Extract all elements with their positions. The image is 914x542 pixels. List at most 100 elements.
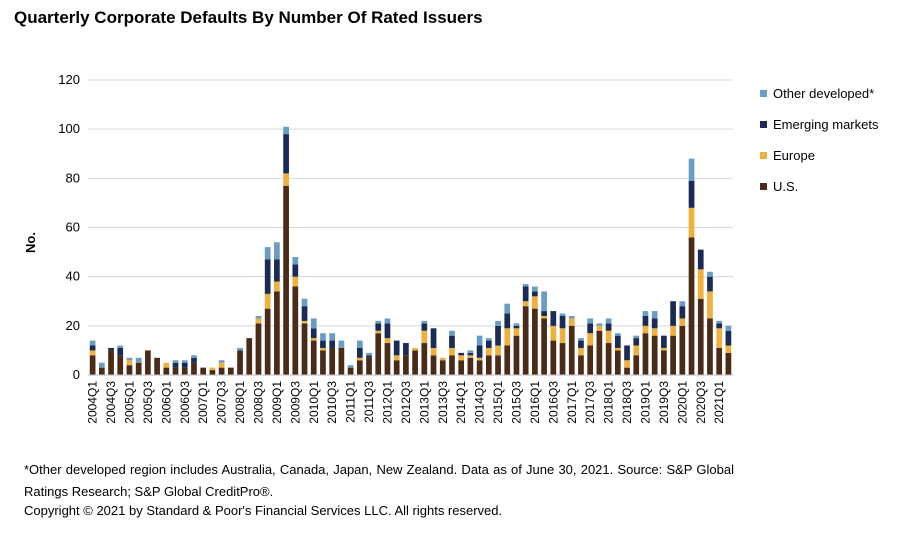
bar-segment-u-s [172, 367, 179, 375]
bar-segment-u-s [449, 355, 455, 375]
bar-segment-u-s [320, 350, 326, 375]
bar-segment-u-s [366, 357, 372, 375]
bar-segment-other-developed [126, 357, 133, 361]
x-tick-label: 2010Q1 [307, 381, 321, 424]
bar-segment-europe [163, 362, 170, 368]
bar-segment-europe [356, 357, 363, 361]
bar-segment-europe [274, 281, 280, 292]
x-tick-label: 2016Q3 [546, 381, 560, 424]
bar-segment-other-developed [89, 340, 96, 346]
bar-segment-other-developed [467, 350, 474, 353]
x-tick-label: 2009Q3 [288, 381, 302, 424]
bar-segment-u-s [624, 367, 630, 375]
bar-segment-europe [550, 325, 557, 341]
bar-segment-u-s [661, 350, 667, 375]
bar-segment-emerging-markets [661, 335, 667, 348]
x-tick-label: 2018Q3 [620, 381, 634, 424]
bar-segment-u-s [301, 323, 308, 375]
legend-item-us: U.S. [760, 171, 878, 202]
bar-segment-other-developed [283, 126, 289, 135]
bar-segment-emerging-markets [697, 249, 704, 270]
bar-segment-u-s [393, 360, 400, 375]
bar-segment-europe [310, 338, 317, 341]
bar-segment-europe [439, 357, 446, 361]
bar-segment-emerging-markets [384, 323, 391, 339]
y-axis-label: No. [22, 232, 38, 253]
x-tick-label: 2017Q3 [583, 381, 597, 424]
x-tick-label: 2019Q3 [657, 381, 671, 424]
bar-segment-other-developed [633, 335, 640, 339]
bar-segment-emerging-markets [476, 345, 483, 358]
bar-segment-u-s [154, 357, 160, 375]
bar-segment-u-s [89, 355, 96, 375]
bar-segment-emerging-markets [725, 330, 732, 346]
bar-segment-other-developed [356, 340, 363, 348]
legend-label-emerging-markets: Emerging markets [773, 117, 879, 132]
bar-segment-u-s [485, 355, 492, 375]
legend-item-europe: Europe [760, 140, 878, 171]
y-tick-label: 60 [66, 220, 80, 235]
x-tick-label: 2017Q1 [565, 381, 579, 424]
bar-segment-u-s [467, 357, 474, 375]
bar-segment-emerging-markets [458, 352, 465, 356]
x-tick-label: 2018Q1 [602, 381, 616, 424]
y-tick-label: 40 [66, 269, 80, 284]
x-tick-label: 2005Q3 [141, 381, 155, 424]
x-tick-label: 2004Q1 [86, 381, 100, 424]
copyright: Copyright © 2021 by Standard & Poor's Fi… [24, 503, 503, 518]
bar-segment-u-s [145, 350, 151, 375]
bar-segment-u-s [550, 340, 557, 375]
bar-segment-u-s [181, 367, 188, 375]
bar-segment-europe [89, 350, 96, 356]
bar-segment-u-s [135, 362, 142, 375]
bar-segment-other-developed [237, 347, 243, 351]
bar-segment-other-developed [264, 247, 271, 260]
bar-segment-other-developed [541, 291, 547, 312]
bar-segment-u-s [642, 333, 649, 375]
bar-segment-emerging-markets [430, 328, 437, 348]
bar-segment-u-s [688, 237, 695, 375]
legend-label-us: U.S. [773, 179, 799, 194]
bar-segment-europe [522, 301, 529, 307]
x-tick-label: 2015Q1 [491, 381, 505, 424]
x-tick-label: 2007Q3 [215, 381, 229, 424]
bar-segment-emerging-markets [449, 335, 455, 348]
legend-swatch-us [760, 183, 767, 190]
legend-label-other-developed: Other developed* [773, 86, 875, 101]
x-tick-label: 2020Q1 [675, 381, 689, 424]
x-tick-label: 2016Q1 [528, 381, 542, 424]
chart-title: Quarterly Corporate Defaults By Number O… [14, 8, 483, 27]
bar-segment-emerging-markets [393, 340, 400, 356]
bar-segment-emerging-markets [707, 276, 713, 292]
bar-segment-u-s [163, 367, 170, 375]
bar-segment-u-s [476, 360, 483, 375]
bar-segment-emerging-markets [320, 340, 326, 348]
bar-segment-emerging-markets [310, 328, 317, 339]
bar-segment-u-s [347, 367, 354, 375]
x-tick-label: 2012Q3 [399, 381, 413, 424]
bar-segment-emerging-markets [495, 325, 501, 346]
bar-segment-europe [624, 360, 630, 368]
bar-segment-europe [384, 338, 391, 344]
legend-item-other-developed: Other developed* [760, 78, 878, 109]
bar-segment-other-developed [375, 320, 382, 324]
bar-segment-emerging-markets [559, 316, 566, 329]
bar-segment-u-s [614, 350, 621, 375]
bar-segment-other-developed [716, 320, 723, 324]
bar-segment-other-developed [587, 318, 594, 324]
bar-segment-europe [476, 357, 483, 361]
bar-segment-europe [661, 347, 667, 351]
bar-segment-europe [393, 355, 400, 361]
bar-segment-other-developed [568, 316, 575, 319]
bar-segment-europe [605, 330, 612, 344]
bar-segment-other-developed [559, 313, 566, 316]
bar-segment-u-s [218, 367, 225, 375]
bar-segment-other-developed [688, 158, 695, 181]
x-tick-label: 2006Q3 [178, 381, 192, 424]
bar-segment-u-s [605, 343, 612, 375]
bar-segment-europe [292, 276, 299, 287]
bar-segment-other-developed [707, 271, 713, 277]
bar-segment-other-developed [725, 325, 732, 331]
bar-segment-u-s [541, 318, 547, 375]
y-tick-label: 20 [66, 318, 80, 333]
